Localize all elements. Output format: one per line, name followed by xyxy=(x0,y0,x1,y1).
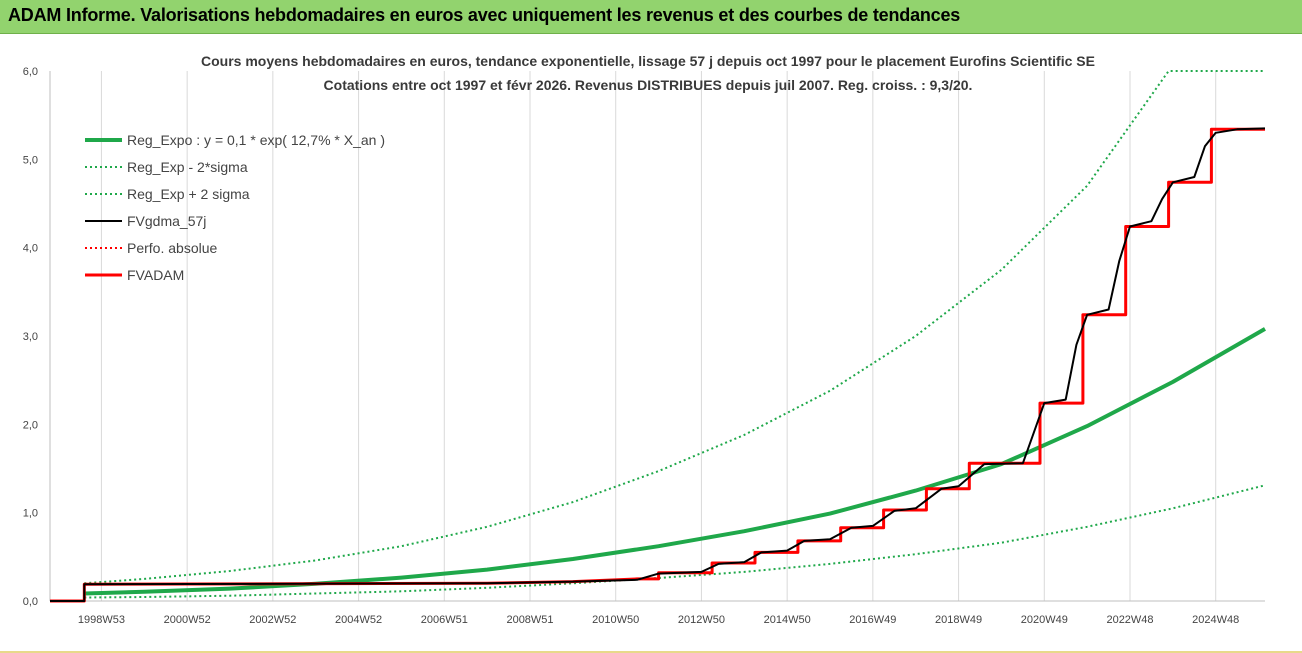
chart: 0,0 1,0 2,0 3,0 4,0 5,0 6,0 1998W53 2000W52 2002W… xyxy=(23,53,1266,626)
x-tick-label: 2022W48 xyxy=(1106,614,1153,626)
x-tick-label: 2008W51 xyxy=(506,614,553,626)
x-tick-label: 1998W53 xyxy=(78,614,125,626)
x-tick-label: 2012W50 xyxy=(678,614,725,626)
legend-label: Reg_Exp - 2*sigma xyxy=(127,159,248,175)
y-tick-label: 1,0 xyxy=(23,508,38,520)
chart-title-line: Cotations entre oct 1997 et févr 2026. R… xyxy=(324,77,973,93)
y-tick-label: 3,0 xyxy=(23,331,38,343)
legend-label: Perfo. absolue xyxy=(127,240,217,256)
legend-label: Reg_Exp + 2 sigma xyxy=(127,186,250,202)
title-bar: ADAM Informe. Valorisations hebdomadaire… xyxy=(0,0,1302,34)
x-tick-label: 2010W50 xyxy=(592,614,639,626)
x-tick-label: 2002W52 xyxy=(249,614,296,626)
x-tick-label: 2006W51 xyxy=(421,614,468,626)
series-line xyxy=(50,127,1265,603)
x-tick-label: 2014W50 xyxy=(764,614,811,626)
series-line xyxy=(84,327,1266,596)
y-tick-label: 5,0 xyxy=(23,154,38,166)
x-tick-label: 2020W49 xyxy=(1021,614,1068,626)
report-title: ADAM Informe. Valorisations hebdomadaire… xyxy=(8,5,961,25)
x-tick-label: 2004W52 xyxy=(335,614,382,626)
x-tick-label: 2018W49 xyxy=(935,614,982,626)
chart-title-line: Cours moyens hebdomadaires en euros, ten… xyxy=(201,53,1095,69)
y-tick-label: 4,0 xyxy=(23,243,38,255)
footer-strip xyxy=(0,651,1302,653)
y-tick-label: 6,0 xyxy=(23,66,38,78)
x-tick-label: 2000W52 xyxy=(164,614,211,626)
chart-area: 0,0 1,0 2,0 3,0 4,0 5,0 6,0 1998W53 2000W52 2002W… xyxy=(0,34,1302,653)
series-line xyxy=(50,127,1266,602)
x-tick-label: 2024W48 xyxy=(1192,614,1239,626)
series-line xyxy=(84,70,1265,585)
y-tick-label: 2,0 xyxy=(23,419,38,431)
legend-label: FVgdma_57j xyxy=(127,213,206,229)
y-tick-label: 0,0 xyxy=(23,596,38,608)
legend-label: FVADAM xyxy=(127,267,184,283)
x-tick-label: 2016W49 xyxy=(849,614,896,626)
legend-label: Reg_Expo : y = 0,1 * exp( 12,7% * X_an ) xyxy=(127,132,385,148)
